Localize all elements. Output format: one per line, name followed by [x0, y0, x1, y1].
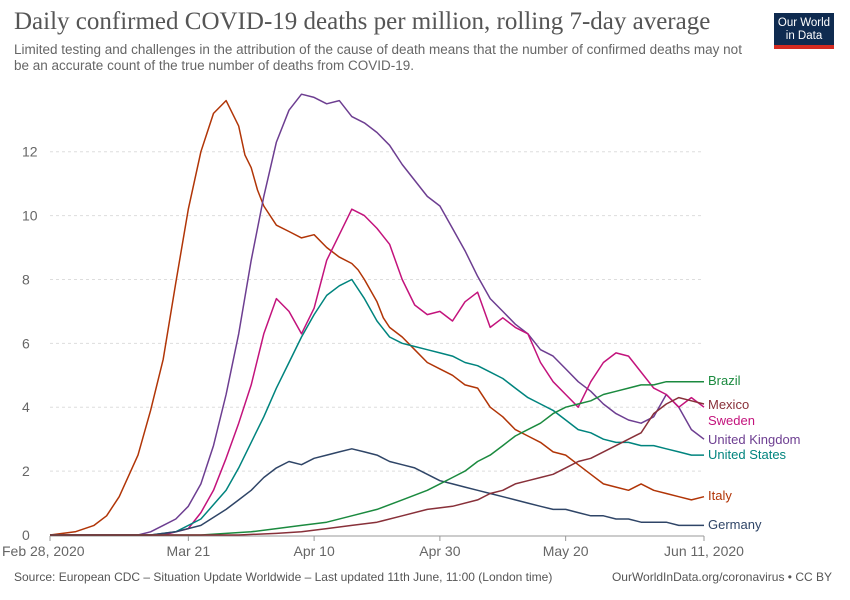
x-tick-label: Apr 30 — [419, 543, 460, 559]
x-tick-label: Apr 10 — [293, 543, 334, 559]
series-line-mexico — [50, 396, 705, 536]
series-label-united-kingdom: United Kingdom — [708, 432, 801, 447]
y-tick-label: 2 — [22, 463, 30, 479]
series-line-italy — [49, 99, 705, 536]
x-tick-label: Mar 21 — [167, 543, 211, 559]
series-line-brazil — [50, 380, 704, 536]
series-label-united-states: United States — [708, 447, 787, 462]
series-label-sweden: Sweden — [708, 413, 755, 428]
x-tick-label: Jun 11, 2020 — [664, 543, 744, 559]
logo-line-2: in Data — [785, 30, 823, 42]
source-note: Source: European CDC – Situation Update … — [14, 570, 553, 584]
owid-logo[interactable]: Our World in Data — [774, 13, 834, 49]
series-label-germany: Germany — [708, 517, 762, 532]
series-line-united-kingdom — [50, 93, 705, 536]
x-tick-label: Feb 28, 2020 — [2, 543, 85, 559]
logo-line-1: Our World — [777, 17, 831, 29]
y-tick-label: 4 — [22, 399, 30, 415]
y-tick-label: 6 — [22, 335, 30, 351]
series-label-brazil: Brazil — [708, 373, 741, 388]
chart-subtitle: Limited testing and challenges in the at… — [14, 42, 742, 73]
series-label-mexico: Mexico — [708, 397, 749, 412]
y-tick-label: 12 — [22, 144, 38, 160]
series-line-germany — [50, 448, 704, 536]
y-tick-label: 0 — [22, 527, 30, 543]
chart-title: Daily confirmed COVID-19 deaths per mill… — [14, 8, 711, 35]
site-reference[interactable]: OurWorldInData.org/coronavirus • CC BY — [611, 570, 832, 584]
y-tick-label: 10 — [22, 208, 38, 224]
series-line-united-states — [50, 278, 704, 536]
series-label-italy: Italy — [708, 488, 732, 503]
series-line-sweden — [50, 208, 705, 536]
y-tick-label: 8 — [22, 271, 30, 287]
x-tick-label: May 20 — [543, 543, 589, 559]
